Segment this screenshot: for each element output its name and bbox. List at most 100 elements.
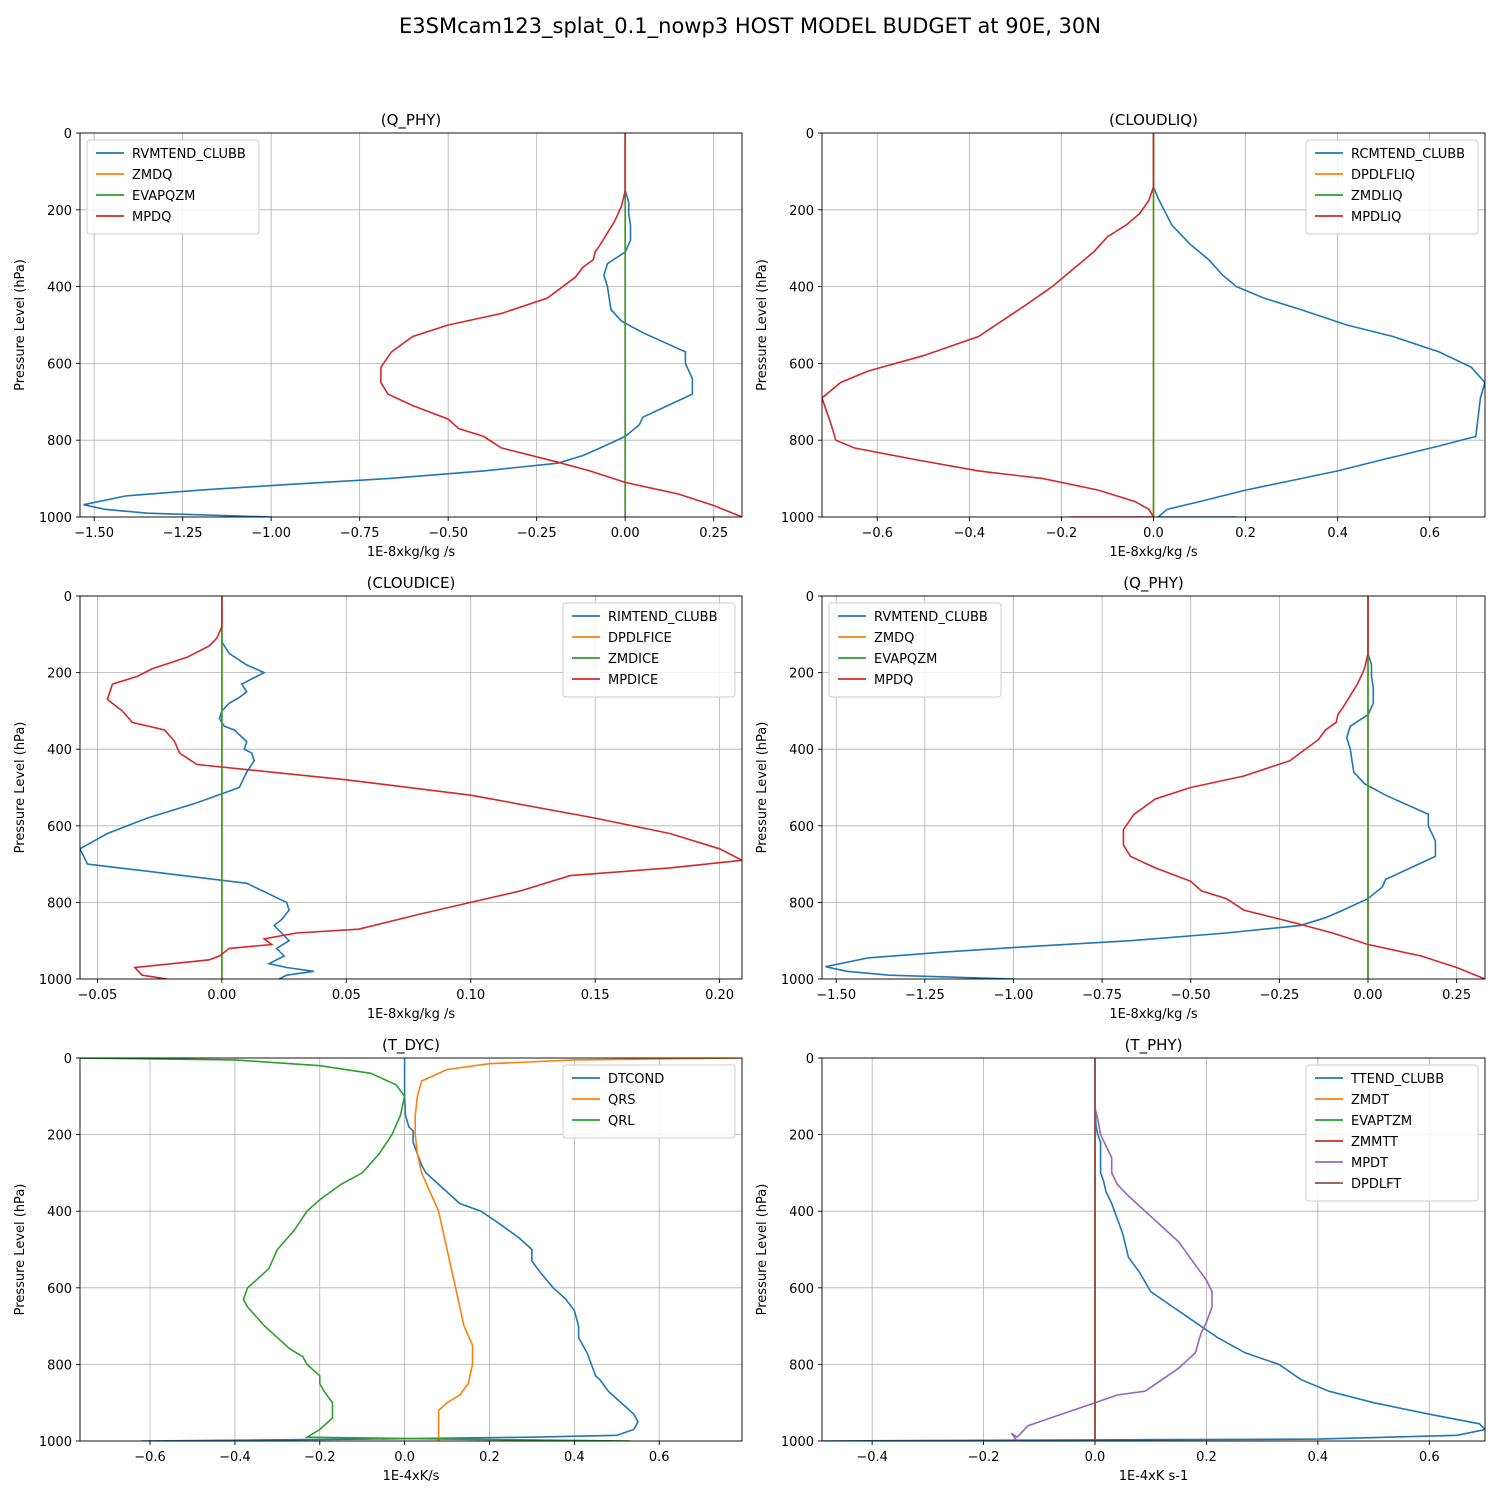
legend-label: MPDQ [132, 210, 171, 225]
legend-label: RIMTEND_CLUBB [608, 610, 718, 625]
x-tick-label: −1.50 [74, 526, 114, 541]
panel-4: −1.50 −1.25 −1.00 −0.75 −0.50 −0.25 0.00 0.25 0 2… [755, 574, 1486, 1022]
x-tick-label: 0.4 [1308, 1450, 1329, 1465]
legend-label: RCMTEND_CLUBB [1351, 147, 1465, 162]
x-tick-label: −0.50 [428, 526, 468, 541]
y-tick-label: 800 [47, 896, 72, 911]
x-tick-label: −0.6 [861, 526, 893, 541]
y-tick-label: 0 [64, 127, 72, 142]
y-tick-label: 600 [789, 357, 814, 372]
y-tick-label: 600 [789, 1282, 814, 1297]
axes-frame [79, 1057, 743, 1442]
legend-label: DTCOND [608, 1072, 664, 1087]
y-tick-label: 400 [47, 743, 72, 758]
y-tick-label: 400 [789, 1205, 814, 1220]
x-tick-label: −0.75 [1082, 988, 1122, 1003]
legend: RVMTEND_CLUBB ZMDQ EVAPQZM MPDQ [86, 139, 260, 235]
legend-label: MPDLIQ [1351, 210, 1401, 225]
legend-label: EVAPQZM [874, 652, 937, 667]
legend: RVMTEND_CLUBB ZMDQ EVAPQZM MPDQ [828, 602, 1002, 698]
y-tick-label: 600 [47, 357, 72, 372]
x-axis-label: 1E-8xkg/kg /s [367, 1007, 456, 1022]
y-tick-label: 400 [47, 1205, 72, 1220]
y-tick-label: 800 [47, 1358, 72, 1373]
x-tick-label: −0.4 [219, 1450, 251, 1465]
series-line-rimtend-clubb [80, 596, 315, 979]
series-line-mpdice [106, 596, 742, 979]
y-tick-label: 800 [789, 1358, 814, 1373]
y-tick-label: 200 [47, 667, 72, 682]
series-line-mpdq [380, 133, 742, 517]
series-line-rvmtend-clubb [83, 133, 694, 517]
legend-box [562, 602, 736, 698]
x-tick-label: 0.00 [611, 526, 640, 541]
legend-label: DPDLFLIQ [1351, 168, 1415, 183]
legend-label: QRL [608, 1114, 635, 1129]
y-tick-label: 400 [789, 281, 814, 296]
x-tick-label: 0.0 [1085, 1450, 1106, 1465]
legend: TTEND_CLUBB ZMDT EVAPTZM ZMMTT MPDT DPDLFT [1305, 1064, 1479, 1202]
series-line-mpdq [1122, 596, 1485, 979]
y-tick-label: 200 [47, 204, 72, 219]
panel-title: (CLOUDLIQ) [1109, 111, 1198, 129]
x-tick-label: −0.05 [77, 988, 117, 1003]
legend: RCMTEND_CLUBB DPDLFLIQ ZMDLIQ MPDLIQ [1305, 139, 1479, 235]
x-tick-label: 0.6 [1419, 526, 1440, 541]
x-axis-label: 1E-4xK s-1 [1119, 1469, 1189, 1484]
y-tick-label: 0 [806, 1052, 814, 1067]
series-line-mpdt [1010, 1058, 1213, 1441]
x-tick-label: 0.00 [207, 988, 236, 1003]
legend-label: ZMDQ [132, 168, 172, 183]
y-tick-label: 1000 [39, 973, 72, 988]
x-tick-label: −0.2 [304, 1450, 336, 1465]
panel-title: (Q_PHY) [381, 111, 442, 130]
axes-frame [821, 1057, 1486, 1442]
x-tick-label: 0.6 [1419, 1450, 1440, 1465]
series-line-ttend-clubb [822, 1058, 1485, 1441]
panel-3: −0.05 0.00 0.05 0.10 0.15 0.20 0 200 400 600 800 10… [13, 574, 743, 1022]
y-tick-label: 0 [64, 590, 72, 605]
y-tick-label: 1000 [39, 511, 72, 526]
legend-label: ZMDLIQ [1351, 189, 1402, 204]
x-tick-label: −1.00 [251, 526, 291, 541]
panel-6: −0.4 −0.2 0.0 0.2 0.4 0.6 0 200 400 600 800 1000 (T_… [755, 1036, 1486, 1484]
y-tick-label: 600 [47, 820, 72, 835]
panel-title: (T_PHY) [1125, 1036, 1183, 1055]
y-tick-label: 800 [789, 434, 814, 449]
y-axis-label: Pressure Level (hPa) [755, 722, 770, 854]
legend-label: ZMDQ [874, 631, 914, 646]
series-line-qrl [80, 1058, 630, 1441]
panel-2: −0.6 −0.4 −0.2 0.0 0.2 0.4 0.6 0 200 400 600 800 100… [755, 111, 1486, 560]
y-tick-label: 400 [47, 281, 72, 296]
x-tick-label: 0.05 [332, 988, 361, 1003]
y-axis-label: Pressure Level (hPa) [13, 259, 28, 391]
legend-label: MPDICE [608, 673, 658, 688]
y-tick-label: 0 [806, 127, 814, 142]
legend-label: ZMDICE [608, 652, 659, 667]
y-axis-label: Pressure Level (hPa) [755, 1184, 770, 1316]
y-tick-label: 1000 [781, 511, 814, 526]
figure-title: E3SMcam123_splat_0.1_nowp3 HOST MODEL BU… [399, 14, 1101, 38]
x-tick-label: −1.00 [994, 988, 1034, 1003]
y-tick-label: 400 [789, 743, 814, 758]
legend-label: DPDLFICE [608, 631, 672, 646]
y-tick-label: 200 [789, 1129, 814, 1144]
x-tick-label: −0.75 [340, 526, 380, 541]
axes-frame [79, 595, 743, 980]
panel-5: −0.6 −0.4 −0.2 0.0 0.2 0.4 0.6 0 200 400 600 800 100… [13, 1036, 743, 1484]
x-tick-label: 0.25 [1442, 988, 1471, 1003]
x-tick-label: −1.25 [163, 526, 203, 541]
y-tick-label: 200 [789, 204, 814, 219]
y-tick-label: 0 [64, 1052, 72, 1067]
legend-label: QRS [608, 1093, 636, 1108]
x-axis-label: 1E-8xkg/kg /s [1109, 1007, 1198, 1022]
x-axis-label: 1E-8xkg/kg /s [1109, 545, 1198, 560]
y-tick-label: 0 [806, 590, 814, 605]
x-tick-label: 0.4 [564, 1450, 585, 1465]
x-tick-label: 0.0 [394, 1450, 415, 1465]
x-tick-label: 0.10 [456, 988, 485, 1003]
legend-box [828, 602, 1002, 698]
x-tick-label: 0.4 [1327, 526, 1348, 541]
series-line-qrs [414, 1058, 740, 1441]
